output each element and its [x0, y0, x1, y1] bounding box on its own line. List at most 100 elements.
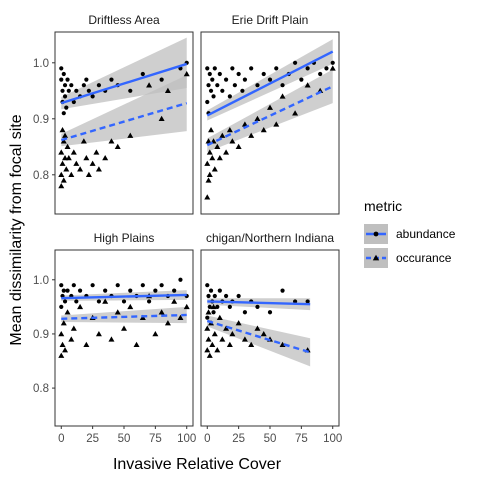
y-tick-label: 0.9	[33, 114, 49, 126]
occurance-point	[204, 160, 211, 166]
occurance-point	[62, 132, 69, 138]
abundance-point	[205, 99, 210, 105]
abundance-point	[74, 88, 79, 93]
occurance-point	[279, 341, 286, 348]
occurance-point	[241, 121, 248, 127]
occurance-point	[292, 110, 299, 116]
occurance-point	[260, 127, 267, 133]
legend: metric abundance occurance	[364, 198, 456, 268]
abundance-point	[236, 293, 241, 299]
abundance-point	[242, 310, 248, 315]
occurance-point	[95, 330, 102, 337]
occurance-point	[216, 314, 223, 320]
panel-border	[200, 31, 340, 215]
abundance-point	[74, 299, 79, 304]
abundance-point	[206, 83, 211, 88]
abundance-point	[172, 288, 177, 293]
legend-key-circle	[373, 231, 379, 237]
abundance-point	[153, 288, 158, 293]
occurance-point	[206, 352, 213, 358]
x-tick-label: 50	[264, 433, 277, 445]
abundance-point	[61, 71, 66, 77]
abundance-point	[227, 94, 232, 99]
abundance-point	[261, 71, 266, 77]
occurance-point	[58, 352, 65, 358]
occurance-fit-line	[60, 101, 188, 142]
x-tick-label: 25	[232, 433, 245, 445]
occurance-point	[60, 177, 67, 183]
occurance-point	[58, 330, 65, 337]
abundance-point	[249, 66, 254, 71]
occurance-point	[254, 115, 261, 122]
abundance-point	[274, 66, 279, 71]
occurance-point	[260, 330, 267, 337]
abundance-point	[61, 288, 66, 293]
occurance-point	[211, 330, 218, 337]
abundance-point	[115, 283, 120, 288]
occurance-point	[216, 155, 223, 161]
x-tick-label: 75	[295, 433, 308, 445]
occurance-point	[209, 155, 216, 161]
abundance-point	[220, 88, 225, 93]
abundance-point	[232, 83, 237, 88]
x-tick-label: 100	[177, 433, 196, 445]
abundance-point	[208, 88, 214, 93]
occurance-point	[205, 309, 212, 315]
panel-plot-area	[58, 37, 190, 189]
occurance-point	[77, 166, 84, 172]
occurance-point	[267, 104, 273, 110]
strip-label: High Plains	[94, 231, 155, 245]
abundance-point	[305, 66, 310, 71]
occurance-point	[241, 336, 248, 342]
abundance-point	[230, 66, 235, 71]
abundance-point	[71, 283, 76, 288]
panel-border	[54, 31, 194, 215]
y-tick-label: 0.8	[33, 383, 49, 395]
abundance-point	[240, 88, 245, 93]
legend-item-occurance: occurance	[364, 248, 452, 268]
occurance-point	[205, 336, 212, 342]
abundance-point	[64, 105, 69, 110]
facet-panel: High Plains 0.8 0.9 1.0 0 25 50 75 100	[33, 231, 196, 445]
abundance-point	[236, 71, 241, 77]
occurance-fit-line	[61, 313, 187, 320]
abundance-point	[292, 299, 298, 304]
occurance-point	[158, 309, 165, 315]
abundance-point	[210, 77, 215, 82]
occurance-point	[214, 143, 221, 150]
occurance-confidence-band	[207, 315, 311, 367]
x-tick-label: 50	[118, 433, 131, 445]
occurance-point	[60, 320, 67, 326]
y-tick-label: 1.0	[33, 275, 49, 287]
abundance-point	[212, 293, 217, 299]
abundance-point	[207, 71, 212, 77]
occurance-point	[63, 166, 70, 172]
abundance-point	[217, 288, 222, 293]
abundance-point	[305, 299, 310, 304]
abundance-point	[81, 83, 86, 88]
occurance-point	[273, 121, 280, 127]
abundance-point	[65, 77, 70, 82]
abundance-point	[60, 88, 65, 93]
abundance-point	[227, 304, 232, 309]
occurance-point	[219, 336, 226, 342]
abundance-point	[205, 283, 210, 288]
abundance-point	[61, 111, 66, 116]
abundance-point	[59, 283, 64, 288]
occurance-point	[64, 143, 71, 150]
occurance-point	[206, 149, 213, 155]
strip-label: Driftless Area	[88, 13, 160, 27]
abundance-point	[223, 293, 229, 299]
occurance-point	[114, 309, 121, 315]
panel-plot-area	[204, 283, 311, 367]
occurance-point	[223, 149, 230, 155]
x-tick-label: 0	[204, 433, 210, 445]
occurance-point	[65, 155, 72, 161]
abundance-point	[215, 304, 220, 309]
occurance-point	[204, 325, 211, 331]
abundance-point	[292, 60, 298, 65]
abundance-point	[59, 66, 64, 71]
occurance-point	[208, 127, 215, 133]
occurance-point	[248, 341, 255, 348]
occurance-point	[164, 87, 171, 94]
